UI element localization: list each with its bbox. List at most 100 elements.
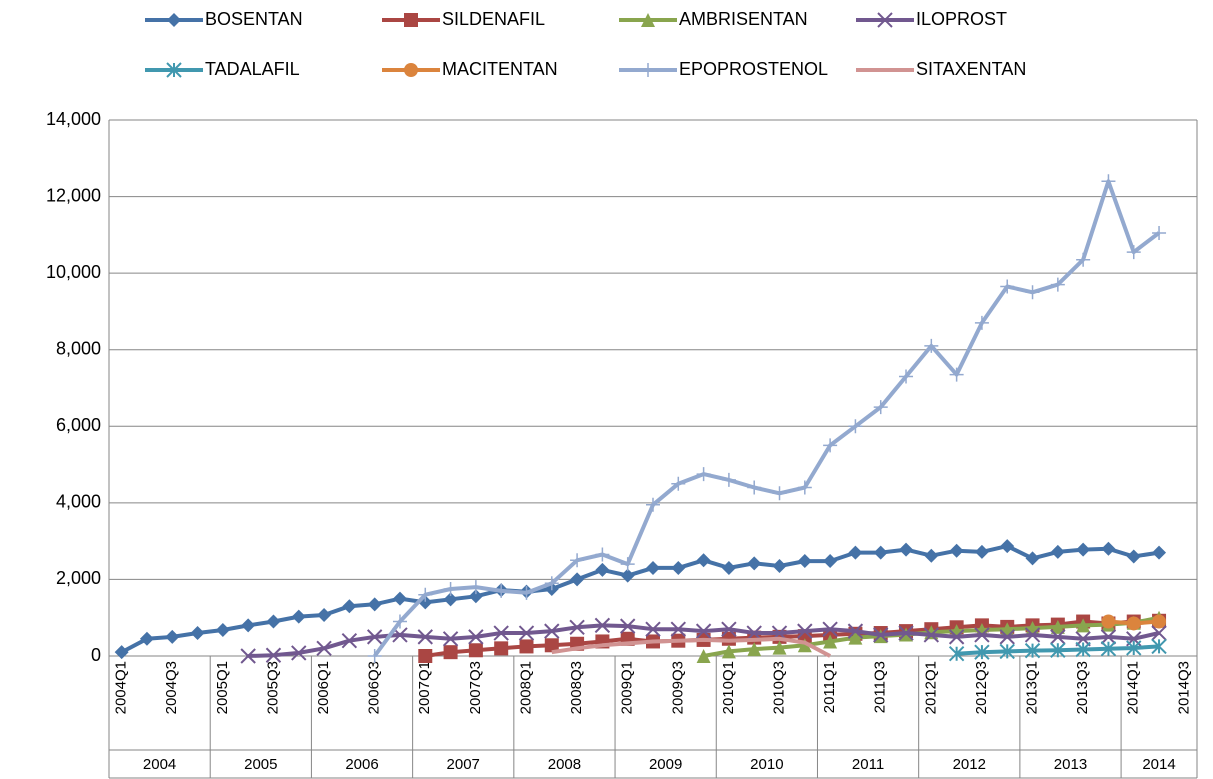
x-tick-label: 2005Q1 <box>214 661 231 714</box>
marker <box>342 599 357 614</box>
marker <box>443 582 458 596</box>
series <box>948 638 1167 662</box>
marker <box>696 553 711 568</box>
marker <box>999 643 1015 660</box>
marker <box>468 580 483 595</box>
x-tick-label: 2014Q1 <box>1125 661 1142 714</box>
marker <box>367 597 382 612</box>
marker <box>1152 614 1167 629</box>
marker <box>848 419 863 434</box>
marker <box>240 648 256 664</box>
marker <box>620 557 635 572</box>
marker <box>1050 642 1066 658</box>
marker <box>670 621 687 637</box>
y-tick-label: 6,000 <box>56 415 101 435</box>
marker <box>695 623 712 639</box>
x-tick-label: 2004Q1 <box>113 661 130 714</box>
marker <box>873 545 888 560</box>
x-tick-label: 2011Q1 <box>821 661 838 713</box>
marker <box>645 621 661 637</box>
marker <box>1152 545 1167 560</box>
marker <box>646 560 660 575</box>
marker <box>215 622 230 637</box>
group-label: 2014 <box>1142 756 1175 773</box>
marker <box>418 649 433 663</box>
x-tick-label: 2012Q1 <box>922 661 939 714</box>
marker <box>1024 627 1041 643</box>
marker <box>404 63 418 77</box>
marker <box>468 629 484 645</box>
x-tick-label: 2010Q3 <box>770 661 787 714</box>
marker <box>974 644 990 660</box>
marker <box>1076 542 1091 557</box>
marker <box>1076 618 1091 633</box>
marker <box>1025 285 1040 300</box>
marker <box>949 367 964 382</box>
marker <box>291 609 306 624</box>
marker <box>747 556 762 571</box>
x-tick-label: 2013Q1 <box>1024 661 1041 714</box>
marker <box>1100 641 1117 657</box>
marker <box>1151 638 1167 655</box>
marker <box>772 486 787 501</box>
marker <box>570 572 585 587</box>
marker <box>924 338 939 353</box>
marker <box>747 480 762 495</box>
marker <box>367 649 382 663</box>
marker <box>468 643 483 658</box>
marker <box>544 623 560 639</box>
marker <box>797 623 813 639</box>
marker <box>721 472 736 487</box>
marker <box>443 592 458 607</box>
x-tick-label: 2010Q1 <box>720 661 737 714</box>
legend-label: BOSENTAN <box>205 9 303 29</box>
x-tick-label: 2008Q1 <box>517 661 534 714</box>
marker <box>1000 279 1015 294</box>
marker <box>1076 252 1091 267</box>
marker <box>974 627 990 643</box>
marker <box>822 621 838 637</box>
x-tick-label: 2009Q1 <box>619 661 636 714</box>
marker <box>291 645 307 661</box>
marker <box>518 625 535 641</box>
marker <box>493 625 509 641</box>
series <box>696 610 1167 663</box>
marker <box>747 642 762 657</box>
marker <box>1050 629 1066 645</box>
marker <box>1126 245 1141 260</box>
marker <box>721 560 736 575</box>
legend-label: ILOPROST <box>916 9 1007 29</box>
marker <box>442 631 459 647</box>
legend-label: SITAXENTAN <box>916 59 1026 79</box>
marker <box>671 476 686 491</box>
marker <box>1101 174 1116 189</box>
group-label: 2006 <box>345 756 378 773</box>
marker <box>544 576 559 591</box>
marker <box>1075 641 1091 658</box>
marker <box>569 619 585 635</box>
marker <box>948 629 965 645</box>
marker <box>823 554 838 569</box>
marker <box>1101 614 1116 629</box>
marker <box>974 315 989 330</box>
y-tick-label: 2,000 <box>56 568 101 588</box>
marker <box>696 467 711 482</box>
marker <box>797 554 812 569</box>
marker <box>797 480 812 495</box>
y-tick-label: 10,000 <box>46 262 101 282</box>
marker <box>494 641 509 656</box>
marker <box>948 645 965 662</box>
x-tick-label: 2008Q3 <box>568 661 585 714</box>
legend-label: TADALAFIL <box>205 59 300 79</box>
marker <box>1151 625 1167 641</box>
x-tick-label: 2004Q3 <box>163 661 180 714</box>
marker <box>519 639 534 654</box>
marker <box>167 13 181 27</box>
marker <box>494 583 509 598</box>
x-tick-label: 2014Q3 <box>1175 661 1192 714</box>
x-tick-label: 2013Q3 <box>1074 661 1091 714</box>
marker <box>1126 640 1142 656</box>
marker <box>1126 549 1141 564</box>
marker <box>823 438 838 453</box>
